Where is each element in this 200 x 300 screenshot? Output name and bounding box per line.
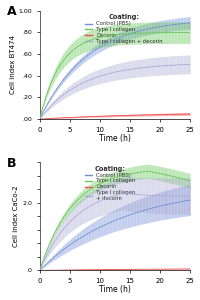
X-axis label: Time (h): Time (h) bbox=[99, 134, 131, 143]
X-axis label: Time (h): Time (h) bbox=[99, 285, 131, 294]
Y-axis label: Cell index BT474: Cell index BT474 bbox=[10, 35, 16, 94]
Legend: Control (PBS), Type I collagen, Decorin, Type I collagen + decorin: Control (PBS), Type I collagen, Decorin,… bbox=[84, 14, 164, 45]
Y-axis label: Cell index CaCo-2: Cell index CaCo-2 bbox=[13, 185, 19, 247]
Legend: Control (PBS), Type I collagen, Decorin, Type I collagen
+ decorin: Control (PBS), Type I collagen, Decorin,… bbox=[84, 165, 136, 202]
Text: A: A bbox=[7, 5, 16, 18]
Text: B: B bbox=[7, 157, 16, 170]
